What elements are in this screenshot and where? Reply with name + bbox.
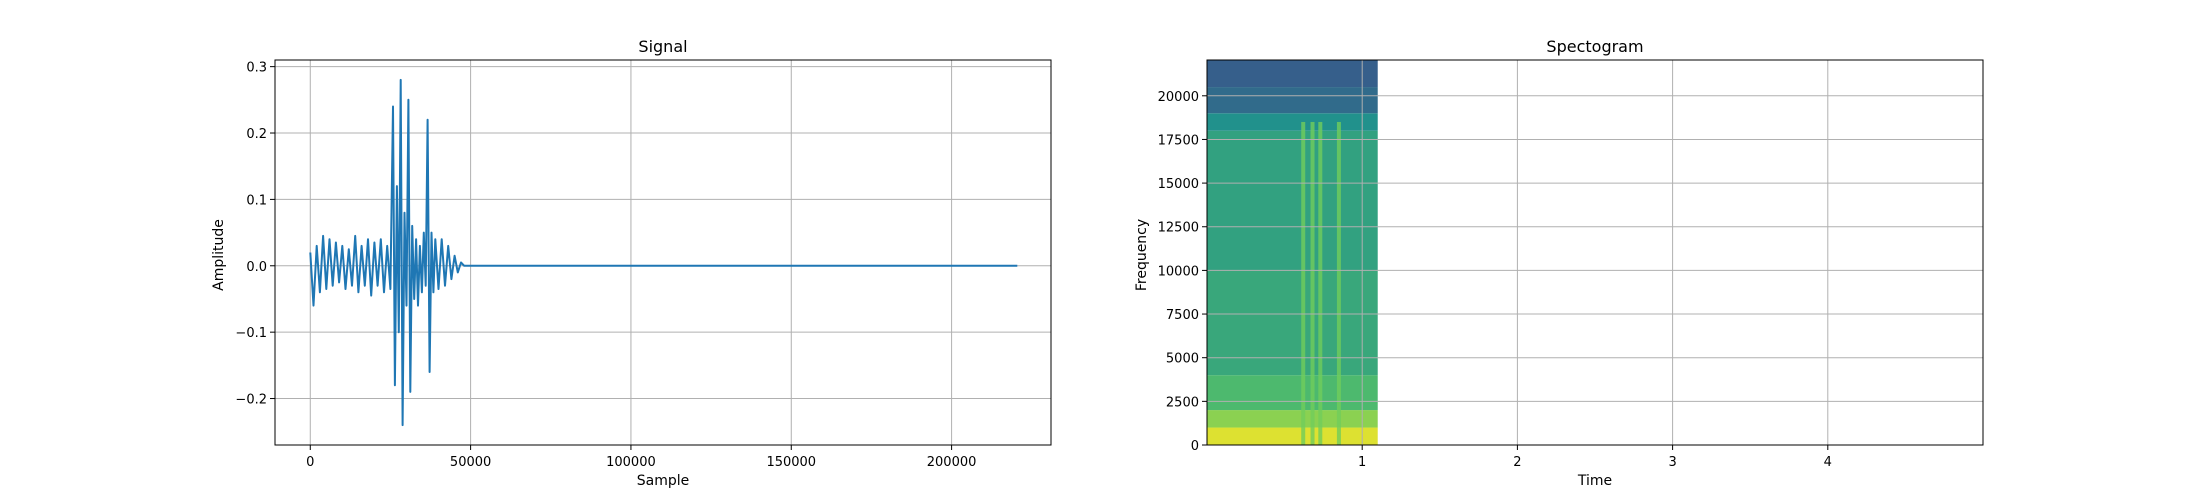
spectrogram-streak [1310,121,1315,445]
spectrogram-ytick-label: 15000 [1158,177,1199,192]
signal-axes-frame [274,59,1052,446]
spectrogram-band [1207,375,1378,411]
spectrogram-xtick-label: 2 [1513,455,1521,470]
signal-ytick-label: 0.3 [246,61,267,76]
signal-ytick-label: 0.1 [246,193,267,208]
spectrogram-title: Spectogram [1546,37,1643,56]
signal-ytick-label: −0.1 [235,326,267,341]
spectrogram-axes-frame [1206,59,1984,446]
spectrogram-xtick-label: 1 [1358,455,1366,470]
signal-ylabel: Amplitude [211,219,227,291]
signal-plot: Signal Sample Amplitude 0 50000 100000 1500… [211,37,1052,489]
spectrogram-xlabel: Time [1577,473,1612,489]
signal-series-line [309,78,1018,427]
spectrogram-streak [1318,121,1323,445]
signal-ytick-label: 0.0 [246,260,267,275]
spectrogram-xtick-label: 3 [1668,455,1676,470]
spectrogram-ylabel: Frequency [1134,219,1150,291]
spectrogram-image [1207,60,1378,445]
signal-xtick-label: 150000 [766,455,816,470]
signal-xtick-label: 200000 [927,455,977,470]
spectrogram-band [1207,130,1378,271]
signal-xtick-label: 100000 [606,455,656,470]
spectrogram-band [1207,427,1378,445]
spectrogram-band [1207,87,1378,114]
signal-title: Signal [638,37,687,56]
spectrogram-grid [1207,60,1983,446]
spectrogram-xtick-label: 4 [1824,455,1832,470]
spectrogram-plot: Spectogram Time Frequency 1 2 3 4 0 2500 5000 7… [1134,37,1984,489]
spectrogram-ytick-label: 20000 [1158,90,1199,105]
spectrogram-ytick-label: 2500 [1166,395,1199,410]
spectrogram-ytick-label: 10000 [1158,264,1199,279]
spectrogram-ytick-label: 12500 [1158,221,1199,236]
spectrogram-streak [1301,121,1306,445]
signal-xtick-label: 0 [306,455,314,470]
spectrogram-streak [1336,121,1341,445]
spectrogram-ytick-label: 17500 [1158,133,1199,148]
spectrogram-band [1207,270,1378,376]
spectrogram-ytick-label: 7500 [1166,308,1199,323]
signal-ytick-label: 0.2 [246,127,267,142]
spectrogram-band [1207,410,1378,428]
spectrogram-band [1207,113,1378,131]
spectrogram-ytick-label: 5000 [1166,352,1199,367]
signal-xlabel: Sample [637,473,690,489]
signal-xtick-label: 50000 [450,455,491,470]
spectrogram-band [1207,60,1378,88]
signal-ytick-label: −0.2 [235,393,267,408]
spectrogram-ytick-label: 0 [1191,439,1199,454]
